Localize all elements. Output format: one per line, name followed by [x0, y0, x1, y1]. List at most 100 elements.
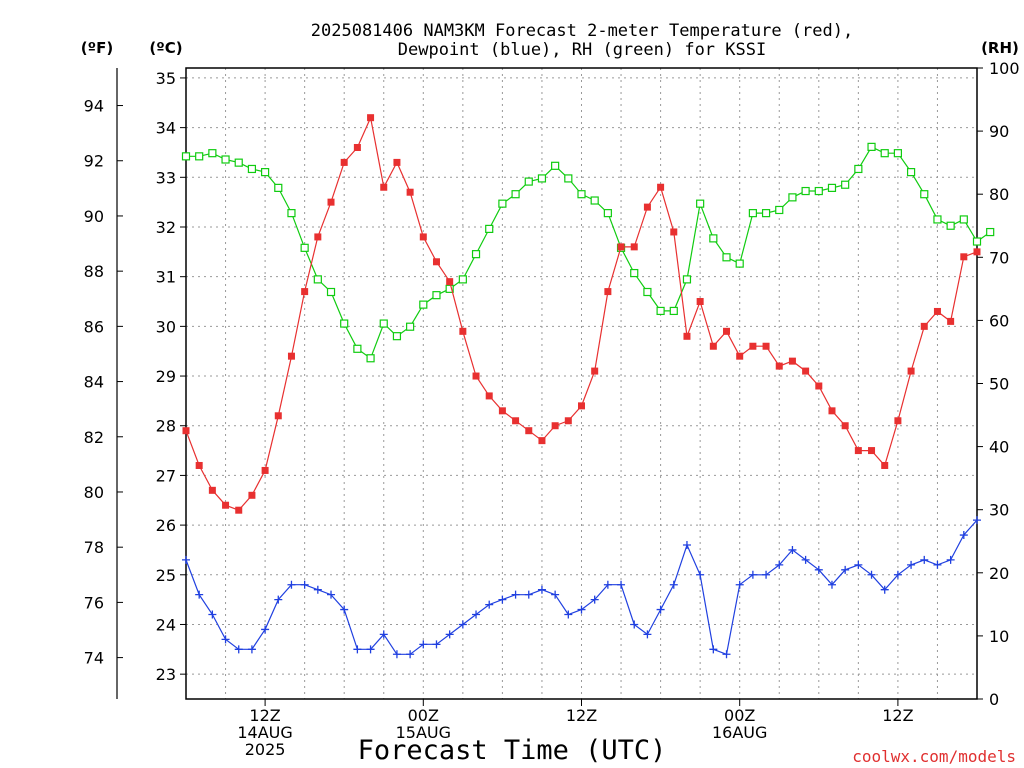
- temperature-point: [235, 506, 243, 514]
- celsius-tick-label: 32: [156, 218, 176, 237]
- dewpoint-point: [775, 560, 784, 569]
- dewpoint-point: [419, 640, 428, 649]
- rh-point: [867, 142, 876, 151]
- celsius-tick-label: 27: [156, 466, 176, 485]
- temperature-point: [933, 307, 941, 315]
- dewpoint-point: [735, 580, 744, 589]
- rh-point: [630, 268, 639, 278]
- rh-point: [458, 275, 467, 284]
- dewpoint-point: [841, 565, 850, 574]
- rh-point: [498, 199, 507, 208]
- rh-point: [471, 250, 481, 259]
- temperature-point: [222, 501, 230, 509]
- temperature-point: [182, 427, 190, 435]
- temperature-point: [630, 243, 638, 251]
- temperature-point: [947, 317, 955, 325]
- x-tick-label: 00Z: [724, 706, 755, 725]
- temperature-point: [446, 278, 454, 286]
- dewpoint-point: [893, 570, 902, 579]
- rh-point: [261, 168, 270, 177]
- temperature-point: [432, 258, 440, 266]
- rh-point: [656, 306, 665, 316]
- rh-point: [234, 158, 243, 167]
- temperature-point: [868, 447, 876, 455]
- rh-point: [933, 215, 942, 224]
- rh-point: [379, 319, 388, 328]
- temperature-point: [736, 352, 744, 360]
- dewpoint-point: [762, 570, 771, 579]
- dewpoint-point: [801, 555, 810, 564]
- dewpoint-point: [472, 610, 481, 619]
- temperature-point: [393, 158, 401, 166]
- credit-text: coolwx.com/models: [852, 747, 1016, 766]
- rh-point: [287, 209, 296, 218]
- rh-point: [880, 149, 889, 158]
- dewpoint-point: [247, 645, 256, 654]
- temperature-point: [353, 143, 361, 151]
- temperature-point: [841, 422, 849, 430]
- rh-tick-label: 50: [989, 375, 1009, 394]
- rh-point: [406, 322, 415, 331]
- x-tick-label: 2025: [245, 740, 286, 759]
- rh-point: [682, 275, 692, 284]
- celsius-tick-label: 25: [156, 566, 176, 585]
- dewpoint-point: [261, 625, 270, 634]
- rh-point: [709, 234, 718, 243]
- dewpoint-point: [907, 560, 916, 569]
- grid-lines: [186, 68, 977, 699]
- rh-point: [181, 152, 191, 161]
- dewpoint-point: [564, 610, 573, 619]
- rh-tick-label: 80: [989, 185, 1009, 204]
- dewpoint-point: [880, 585, 889, 594]
- dewpoint-point: [221, 635, 230, 644]
- dewpoint-point: [973, 516, 981, 525]
- rh-point: [564, 174, 573, 183]
- x-tick-label: 14AUG: [237, 723, 292, 742]
- temperature-point: [775, 362, 783, 370]
- rh-point: [696, 199, 705, 208]
- rh-tick-label: 30: [989, 501, 1009, 520]
- rh-point: [221, 155, 230, 164]
- temperature-point: [301, 288, 309, 296]
- temperature-point: [274, 412, 282, 420]
- temperature-point: [828, 407, 836, 415]
- temperature-point: [314, 233, 322, 241]
- fahrenheit-tick-label: 78: [84, 538, 104, 557]
- rh-point: [353, 344, 362, 353]
- dewpoint-point: [445, 630, 454, 639]
- chart-title-line2: Dewpoint (blue), RH (green) for KSSI: [398, 40, 766, 60]
- fahrenheit-tick-label: 94: [84, 97, 104, 116]
- rh-point: [801, 186, 810, 196]
- temperature-point: [261, 466, 269, 474]
- rh-point: [340, 319, 349, 328]
- fahrenheit-tick-label: 90: [84, 207, 104, 226]
- rh-point: [814, 186, 823, 196]
- fahrenheit-tick-label: 74: [84, 649, 104, 668]
- rh-point: [722, 253, 731, 262]
- dewpoint-point: [656, 605, 665, 614]
- temperature-point: [195, 461, 203, 469]
- rh-point: [300, 243, 309, 252]
- rh-tick-label: 20: [989, 564, 1009, 583]
- rh-point: [537, 174, 547, 183]
- temperature-point: [380, 183, 388, 191]
- dewpoint-point: [458, 620, 467, 629]
- dewpoint-point: [551, 590, 560, 599]
- rh-tick-label: 90: [989, 122, 1009, 141]
- dewpoint-point: [630, 620, 639, 629]
- data-series: [181, 114, 995, 659]
- temperature-point: [854, 447, 862, 455]
- celsius-tick-label: 31: [156, 268, 176, 287]
- dewpoint-point: [432, 640, 441, 649]
- dewpoint-point: [366, 645, 375, 654]
- rh-point: [893, 149, 903, 158]
- temperature-point: [815, 382, 823, 390]
- rh-point: [854, 164, 863, 174]
- rh-point: [524, 177, 533, 186]
- temperature-point: [788, 357, 796, 365]
- dewpoint-point: [406, 650, 415, 659]
- dewpoint-point: [379, 630, 388, 639]
- temperature-point: [709, 342, 717, 350]
- rh-point: [247, 164, 257, 174]
